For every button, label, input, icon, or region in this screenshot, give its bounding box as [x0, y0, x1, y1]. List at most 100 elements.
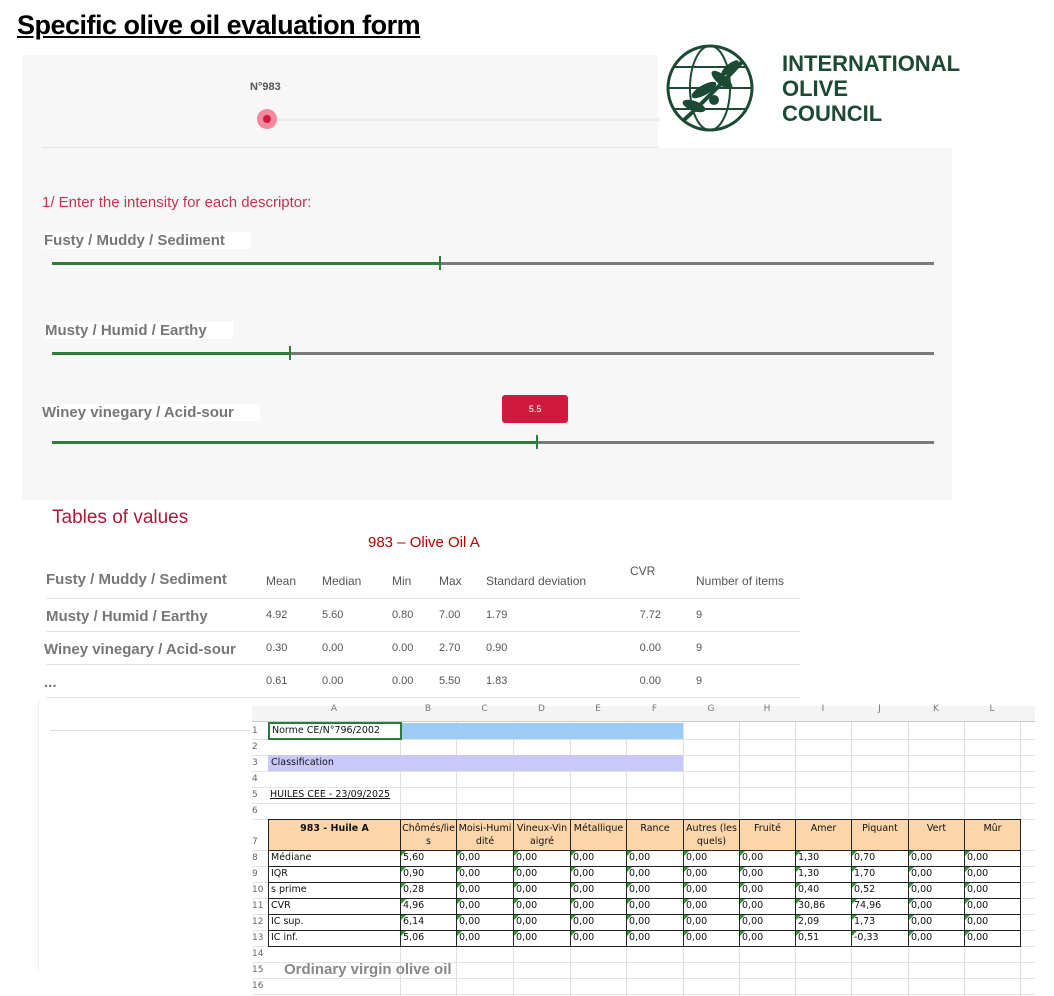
sheet-cell: 0,00: [964, 914, 1021, 931]
sheet-cell: 0,00: [739, 866, 796, 883]
sheet-row-label: Médiane: [268, 850, 401, 867]
sheet-cell: 0,00: [683, 898, 740, 915]
sheet-cell: 0,00: [739, 850, 796, 867]
sheet-row-label: IQR: [268, 866, 401, 883]
sheet-cell: 0,00: [626, 898, 684, 915]
sheet-header: Vert: [908, 819, 965, 851]
sheet-cell: 0,00: [908, 850, 965, 867]
row-number: 11: [252, 901, 264, 911]
sheet-cell: 0,00: [626, 930, 684, 947]
divider: [50, 730, 250, 731]
row-number: 16: [252, 981, 264, 991]
sheet-cell: 0,00: [570, 930, 627, 947]
sheet-cell: 0,00: [739, 898, 796, 915]
sheet-cell: 0,00: [456, 898, 514, 915]
table-cell: 0.90: [486, 642, 508, 654]
sheet-cell: 0,40: [795, 882, 852, 899]
instructions: 1/ Enter the intensity for each descript…: [42, 194, 312, 211]
table-cell: 0.80: [392, 609, 414, 621]
table-cell: 0.00: [322, 642, 344, 654]
row-number: 7: [252, 837, 258, 847]
sheet-cell: 0,00: [908, 930, 965, 947]
grid-line: [252, 739, 1035, 740]
sheet-cell: -0,33: [851, 930, 909, 947]
sheet-cell: 0,70: [851, 850, 909, 867]
sheet-row-label: CVR: [268, 898, 401, 915]
row-number: 4: [252, 774, 258, 784]
sheet-cell: 0,00: [456, 882, 514, 899]
sheet-cell: 0,00: [964, 898, 1021, 915]
row-number: 2: [252, 742, 258, 752]
header-band: [400, 723, 683, 739]
sheet-cell: 0,00: [570, 914, 627, 931]
row-number: 12: [252, 917, 264, 927]
column-letter: E: [595, 704, 601, 714]
grid-line: [252, 803, 1035, 804]
row-number: 14: [252, 949, 264, 959]
sheet-cell: 0,00: [739, 930, 796, 947]
slider-thumb[interactable]: [536, 435, 539, 449]
row-line: [46, 697, 800, 698]
row-label: ...: [44, 674, 57, 691]
grid-line: [252, 994, 1035, 995]
classification-cell: Classification: [268, 755, 683, 771]
sheet-cell: 0,00: [908, 882, 965, 899]
sheet-cell: 0,90: [400, 866, 457, 883]
table-header: Standard deviation: [486, 574, 587, 588]
slider-fill: [52, 352, 291, 355]
sheet-cell: 0,00: [456, 930, 514, 947]
sheet-cell: 0,00: [964, 850, 1021, 867]
sheet-header: Métallique: [570, 819, 627, 851]
table-cell: 9: [696, 609, 703, 621]
table-cell: 5.50: [439, 675, 461, 687]
sample-label: N°983: [250, 81, 281, 93]
sheet-cell: 0,00: [513, 898, 571, 915]
section-title: Tables of values: [52, 507, 189, 528]
sheet-cell: 0,00: [456, 850, 514, 867]
column-letter: J: [878, 704, 881, 714]
sheet-header: Rance: [626, 819, 684, 851]
table-header: Min: [392, 574, 412, 588]
sheet-cell: 2,09: [795, 914, 852, 931]
slider-tooltip: 5.5: [502, 395, 569, 423]
slider-track: [52, 262, 934, 265]
sheet-cell: 0,00: [513, 882, 571, 899]
sheet-header: Fruité: [739, 819, 796, 851]
col-header-bar: [252, 706, 1035, 722]
norm-cell[interactable]: Norme CE/N°796/2002: [268, 722, 402, 740]
sheet-cell: 0,00: [626, 882, 684, 899]
sheet-header: Autres (lesquels): [683, 819, 740, 851]
sheet-cell: 0,00: [570, 882, 627, 899]
sheet-cell: 4,96: [400, 898, 457, 915]
table-cell: 7.72: [639, 609, 661, 621]
row-line: [46, 631, 800, 632]
logo-line: OLIVE: [782, 76, 849, 101]
sheet-header: Vineux-Vinaigré: [513, 819, 571, 851]
slider-thumb[interactable]: [289, 346, 292, 360]
sheet-footer: Ordinary virgin olive oil: [284, 961, 452, 978]
column-letter: L: [989, 704, 995, 714]
divider: [38, 700, 39, 970]
table-title: 983 – Olive Oil A: [368, 534, 480, 551]
sheet-header: Piquant: [851, 819, 909, 851]
table-header: Median: [322, 574, 362, 588]
row-number: 15: [252, 965, 264, 975]
sheet-cell: 0,00: [739, 882, 796, 899]
column-letter: I: [821, 704, 825, 714]
grid-line: [252, 962, 1035, 963]
sheet-header: Amer: [795, 819, 852, 851]
descriptor-label: Winey vinegary / Acid-sour: [42, 404, 260, 421]
sheet-cell: 5,06: [400, 930, 457, 947]
column-letter: B: [424, 704, 432, 714]
table-cell: 1.83: [486, 675, 508, 687]
table-cell: 1.79: [486, 609, 508, 621]
sheet-header: Moisi-Humidité: [456, 819, 514, 851]
sheet-cell: 0,00: [570, 898, 627, 915]
slider-fill: [52, 441, 538, 444]
slider-thumb[interactable]: [439, 256, 442, 270]
descriptor-label: Fusty / Muddy / Sediment: [44, 232, 251, 249]
sample-track: [260, 118, 660, 121]
sheet-cell: 0,00: [513, 850, 571, 867]
column-letter: A: [330, 704, 338, 714]
grid-line: [252, 978, 1035, 979]
